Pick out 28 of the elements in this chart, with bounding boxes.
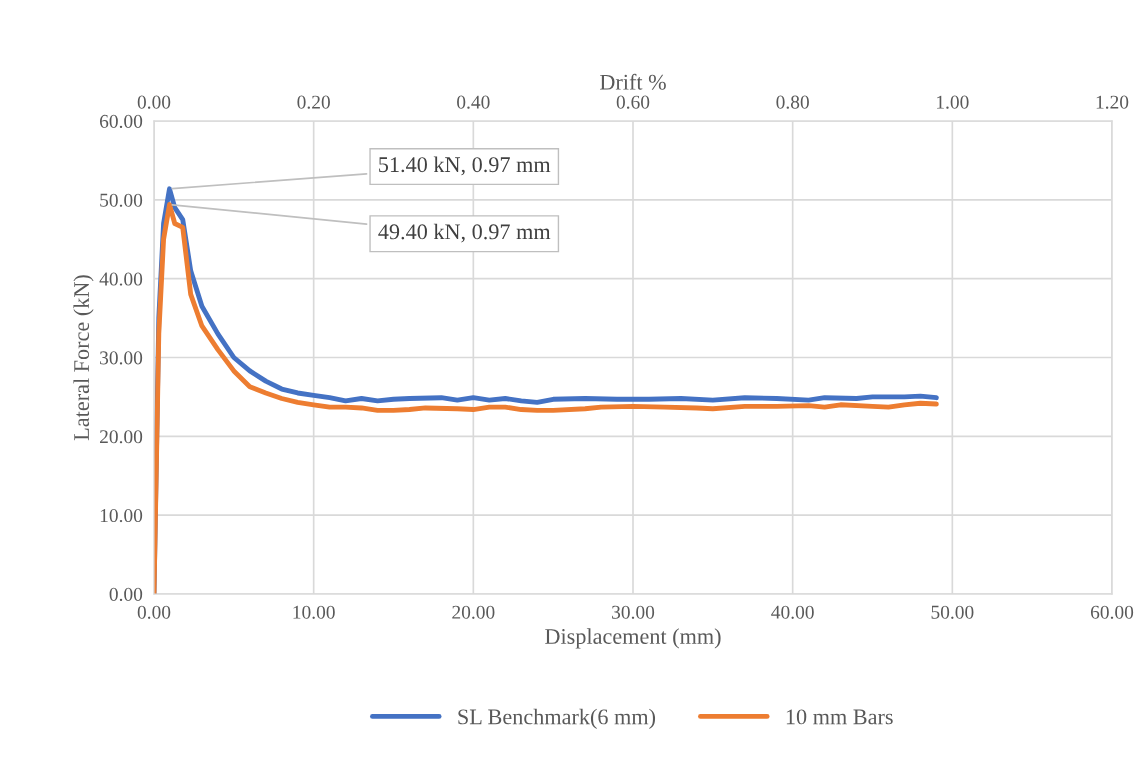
x2-tick-label: 0.20 [297, 95, 330, 109]
x2-axis-title: Drift % [600, 73, 666, 90]
annotation: 51.40 kN, 0.97 mm [379, 156, 551, 176]
x-tick-label: 40.00 [771, 605, 814, 619]
x-tick-label: 0.00 [137, 605, 171, 619]
y-tick-label: 20.00 [99, 430, 143, 444]
y-tick-label: 10.00 [100, 508, 143, 523]
y-tick-label: 0.00 [109, 587, 143, 602]
y-tick-label: 60.00 [99, 114, 143, 129]
x-tick-label: 10.00 [293, 605, 335, 619]
y-axis-title: Lateral Force (kN) [73, 275, 94, 441]
x2-tick-label: 1.00 [937, 95, 969, 109]
y-tick-label: 30.00 [100, 351, 143, 365]
x2-tick-label: 0.00 [137, 95, 171, 109]
annotation: 49.40 kN, 0.97 mm [378, 223, 551, 243]
legend-label: SL Benchmark(6 mm) [458, 708, 656, 729]
x-tick-label: 50.00 [931, 605, 974, 619]
x2-tick-label: 0.60 [616, 95, 650, 109]
x2-tick-label: 0.40 [457, 95, 490, 109]
x2-tick-label: 1.20 [1096, 95, 1129, 109]
x-tick-label: 30.00 [612, 605, 655, 619]
y-tick-label: 50.00 [100, 193, 143, 207]
legend-label: 10 mm Bars [786, 709, 893, 725]
x2-tick-label: 0.80 [776, 95, 809, 109]
x-tick-label: 60.00 [1090, 605, 1134, 619]
x-tick-label: 20.00 [452, 605, 495, 619]
y-tick-label: 40.00 [99, 272, 143, 286]
x-axis-title: Displacement (mm) [545, 628, 721, 649]
